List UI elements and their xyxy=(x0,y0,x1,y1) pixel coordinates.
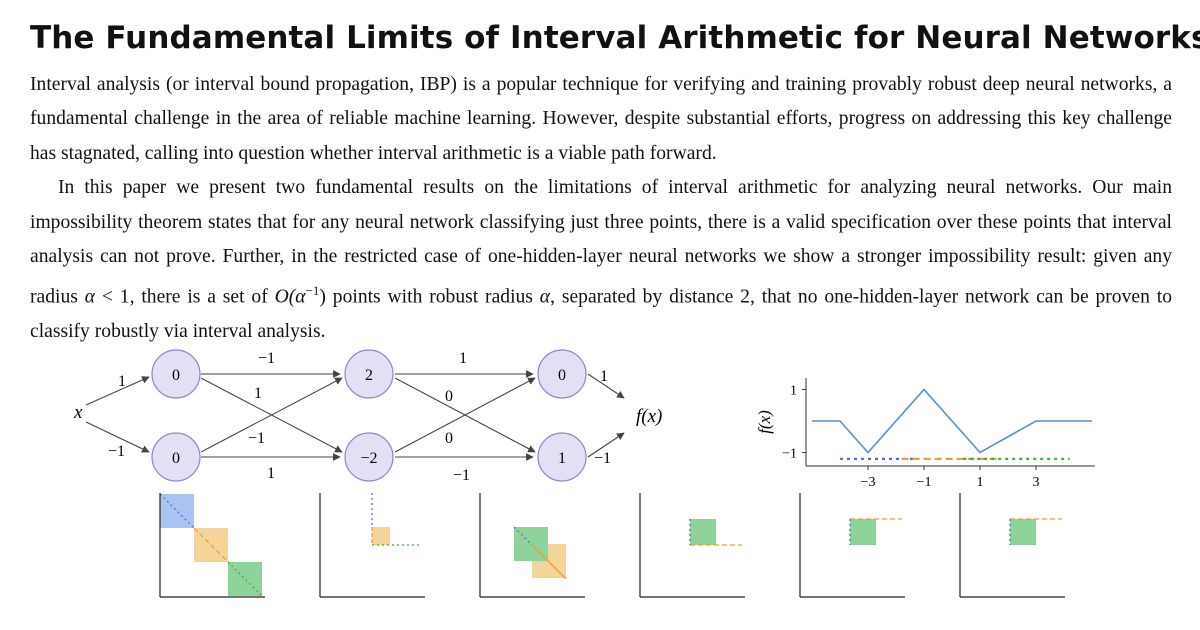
weight-l1-top-cross: 1 xyxy=(254,385,262,402)
weight-input-top: 1 xyxy=(118,373,126,390)
edge-input-bottom xyxy=(85,421,150,453)
edge-output-top xyxy=(587,373,625,399)
weight-input-bottom: −1 xyxy=(108,443,125,460)
edge-input-top xyxy=(85,376,150,406)
plot-x-tick-label: −3 xyxy=(861,475,876,490)
exponent: −1 xyxy=(305,283,320,299)
plot-marks: 1 −1 −3 −1 1 3 xyxy=(782,383,1092,490)
output-label: f(x) xyxy=(636,406,662,427)
node-l2-top xyxy=(344,349,394,399)
diag-orange xyxy=(193,527,229,563)
plot-ylabel: f(x) xyxy=(755,410,774,434)
box-green xyxy=(850,519,876,545)
interval-panel-3 xyxy=(479,493,585,598)
big-o-expression: O(α xyxy=(274,286,306,308)
edge-output-bottom xyxy=(587,432,625,458)
box-green xyxy=(690,519,716,545)
diag-green xyxy=(227,561,263,597)
plot-y-tick-label: 1 xyxy=(790,383,797,398)
node-l1-bottom-label: 0 xyxy=(172,450,180,467)
interval-panel-5 xyxy=(799,493,905,598)
weight-l2-top-straight: 1 xyxy=(459,350,467,367)
node-l1-top xyxy=(151,349,201,399)
node-l3-top xyxy=(537,349,587,399)
interval-panels xyxy=(159,493,1065,598)
abstract-paragraph-1: Interval analysis (or interval bound pro… xyxy=(30,74,1172,164)
interval-panel-2 xyxy=(319,493,425,598)
alpha-symbol-2: α xyxy=(539,286,551,308)
abstract-text-b: < 1, there is a set of xyxy=(95,286,275,308)
interval-panel-4 xyxy=(639,493,745,598)
abstract-text-a: In this paper we present two fundamental… xyxy=(30,177,1172,308)
abstract: Interval analysis (or interval bound pro… xyxy=(30,68,1172,350)
plot-x-tick-label: 3 xyxy=(1033,475,1040,490)
weight-l1-bottom-cross: −1 xyxy=(248,430,265,447)
abstract-paragraph-2: In this paper we present two fundamental… xyxy=(30,171,1172,350)
abstract-text-d: , separated by distance 2, that no one-h… xyxy=(30,286,1172,343)
weight-l2-bottom-cross: 0 xyxy=(445,430,453,447)
interval-panel-1 xyxy=(159,493,265,598)
weight-l2-bottom-straight: −1 xyxy=(453,467,470,484)
plot-x-tick-label: 1 xyxy=(977,475,984,490)
figure: x 1 −1 −1 1 −1 1 1 0 0 −1 xyxy=(73,349,1095,598)
plot-x-tick-label: −1 xyxy=(917,475,932,490)
node-l3-top-label: 0 xyxy=(558,367,566,384)
alpha-symbol: α xyxy=(84,286,96,308)
weight-output-bottom: −1 xyxy=(594,450,611,467)
function-plot: 1 −1 −3 −1 1 3 f(x) xyxy=(755,378,1095,490)
diag-orange xyxy=(531,544,567,580)
node-l1-bottom xyxy=(151,432,201,482)
box-green xyxy=(1010,519,1036,545)
weight-output-top: 1 xyxy=(600,368,608,385)
node-l2-top-label: 2 xyxy=(365,367,373,384)
node-l2-bottom-label: −2 xyxy=(360,450,377,467)
weight-l1-top-straight: −1 xyxy=(258,350,275,367)
input-label: x xyxy=(73,402,83,423)
node-l1-top-label: 0 xyxy=(172,367,180,384)
box-orange xyxy=(372,527,390,545)
diag-blue xyxy=(513,526,533,546)
diag-blue xyxy=(159,493,195,529)
plot-y-tick-label: −1 xyxy=(782,447,797,462)
paper-title: The Fundamental Limits of Interval Arith… xyxy=(30,20,1200,56)
weight-l2-top-cross: 0 xyxy=(445,388,453,405)
edge-l2-bottom-cross xyxy=(394,377,536,453)
network-diagram: x 1 −1 −1 1 −1 1 1 0 0 −1 xyxy=(73,349,662,484)
edge-l1-bottom-cross xyxy=(200,377,343,453)
node-l2-bottom xyxy=(344,432,394,482)
node-l3-bottom-label: 1 xyxy=(558,450,566,467)
abstract-text-c: ) points with robust radius xyxy=(319,286,540,308)
interval-panel-6 xyxy=(959,493,1065,598)
node-l3-bottom xyxy=(537,432,587,482)
plot-series-line xyxy=(812,388,1092,454)
weight-l1-bottom-straight: 1 xyxy=(267,465,275,482)
